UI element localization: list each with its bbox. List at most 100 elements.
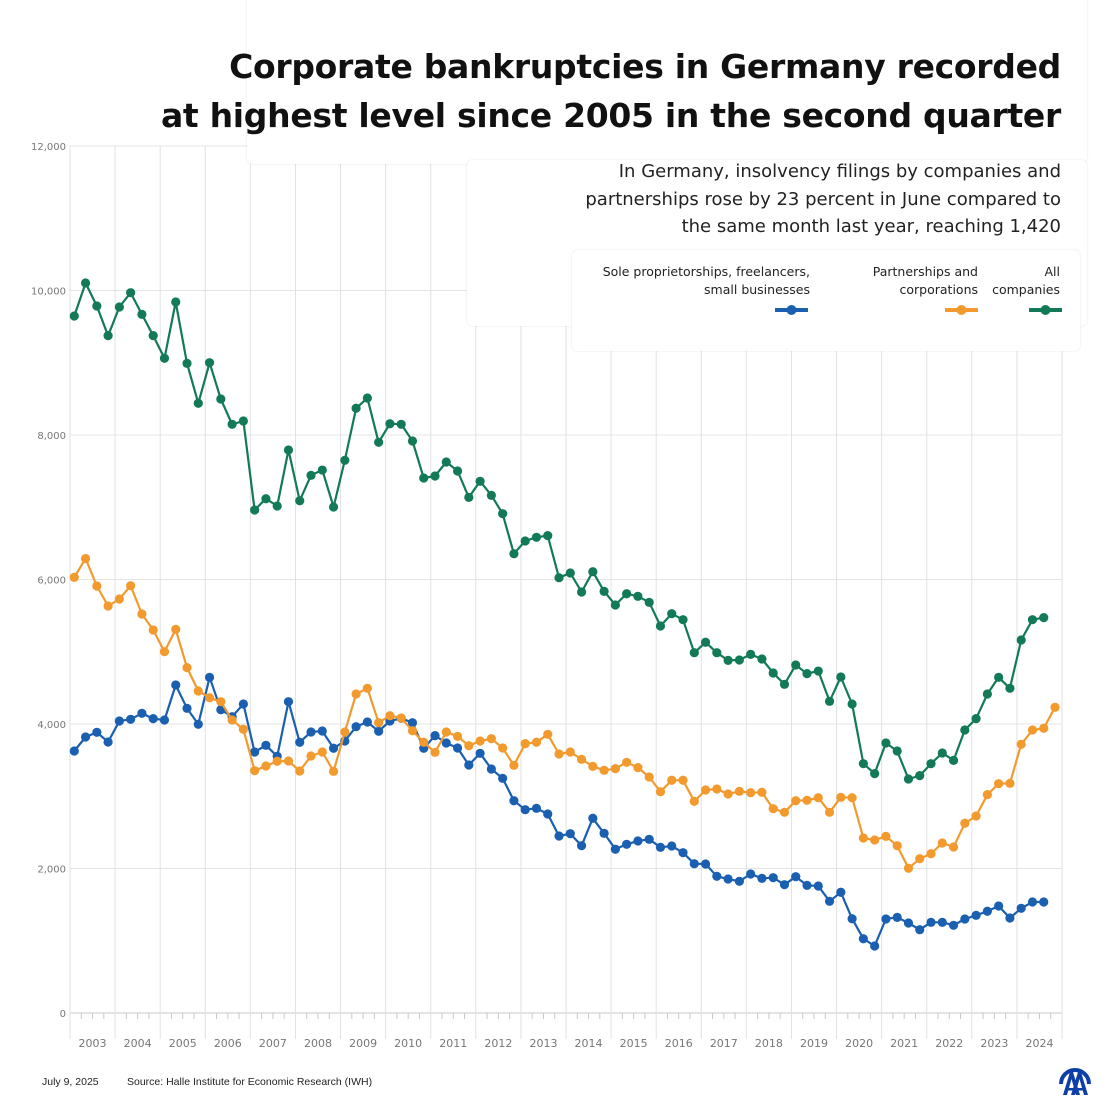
data-point [915, 925, 925, 935]
data-point [452, 731, 463, 741]
data-point [430, 731, 440, 741]
data-point [982, 689, 992, 699]
x-tick-label: 2022 [935, 1037, 963, 1050]
data-point [734, 876, 744, 886]
data-point [734, 655, 744, 665]
legend-label: Sole proprietorships, freelancers, [602, 264, 810, 279]
data-point [870, 769, 880, 779]
data-point [103, 601, 113, 611]
data-point [610, 844, 620, 854]
data-point [171, 624, 181, 634]
data-point [903, 918, 914, 928]
data-point [994, 901, 1004, 911]
data-point [520, 536, 530, 546]
data-point [565, 829, 575, 839]
data-point [802, 795, 812, 805]
legend-item-sole-proprietorships: Sole proprietorships, freelancers, small… [603, 263, 810, 299]
data-point [994, 672, 1004, 682]
data-point [655, 842, 666, 852]
data-point [531, 737, 542, 747]
data-point [543, 531, 553, 541]
data-point [610, 764, 620, 774]
data-point [103, 331, 113, 341]
data-point [317, 465, 327, 475]
data-point [836, 887, 846, 897]
data-point [903, 863, 914, 873]
y-tick-label: 10,000 [31, 287, 66, 298]
data-point [374, 718, 384, 728]
data-point [148, 331, 158, 341]
data-point [92, 727, 102, 737]
data-point [858, 934, 868, 944]
data-point [452, 466, 463, 476]
data-point [216, 697, 226, 707]
data-point [858, 759, 868, 769]
series-layer [69, 278, 1060, 951]
footer-date: July 9, 2025 [42, 1076, 99, 1088]
x-tick-label: 2010 [394, 1037, 422, 1050]
data-point [768, 873, 778, 883]
data-point [700, 637, 711, 647]
data-point [836, 792, 846, 802]
data-point [633, 591, 643, 601]
data-point [430, 471, 440, 481]
data-point [824, 696, 835, 706]
data-point [204, 672, 215, 682]
data-point [204, 358, 215, 368]
data-point [802, 669, 812, 679]
data-point [723, 789, 733, 799]
data-point [475, 736, 485, 746]
data-point [960, 914, 970, 924]
data-point [791, 872, 801, 882]
data-point [1039, 613, 1049, 623]
data-point [531, 803, 542, 813]
data-point [295, 766, 305, 776]
data-point [283, 445, 294, 455]
data-point [633, 836, 643, 846]
data-point [768, 804, 778, 814]
data-point [204, 693, 215, 703]
data-point [757, 873, 767, 883]
series-1 [69, 553, 1060, 873]
legend-label: All [1044, 264, 1061, 279]
data-point [746, 649, 756, 659]
series-line [73, 557, 1056, 870]
data-point [915, 771, 925, 781]
data-point [813, 666, 823, 676]
data-point [283, 756, 294, 766]
data-point [926, 849, 936, 859]
data-point [419, 737, 429, 747]
y-tick-label: 4,000 [37, 720, 66, 731]
data-point [588, 567, 598, 577]
footer-source: Source: Halle Institute for Economic Res… [127, 1076, 373, 1088]
data-point [622, 839, 632, 849]
data-point [678, 615, 688, 625]
data-point [238, 699, 248, 709]
data-point [1005, 778, 1015, 788]
data-point [1016, 635, 1026, 645]
data-point [994, 779, 1004, 789]
data-point [171, 680, 181, 690]
subtitle-line: the same month last year, reaching 1,420 [681, 216, 1061, 237]
data-point [509, 549, 519, 559]
data-point [396, 713, 406, 723]
data-point [667, 609, 677, 619]
data-point [430, 747, 440, 757]
legend-label: companies [992, 282, 1060, 297]
data-point [712, 784, 722, 794]
data-point [1027, 725, 1038, 735]
chart-title: Corporate bankruptcies in Germany record… [161, 42, 1061, 140]
x-tick-label: 2011 [439, 1037, 467, 1050]
data-point [464, 760, 474, 770]
data-point [137, 309, 147, 319]
data-point [700, 859, 711, 869]
data-point [103, 737, 113, 747]
series-0 [69, 672, 1049, 951]
data-point [565, 747, 575, 757]
title-line: at highest level since 2005 in the secon… [160, 96, 1061, 135]
data-point [678, 775, 688, 785]
data-point [486, 764, 496, 774]
y-tick-label: 12,000 [31, 142, 66, 153]
data-point [948, 755, 959, 765]
data-point [441, 457, 451, 467]
